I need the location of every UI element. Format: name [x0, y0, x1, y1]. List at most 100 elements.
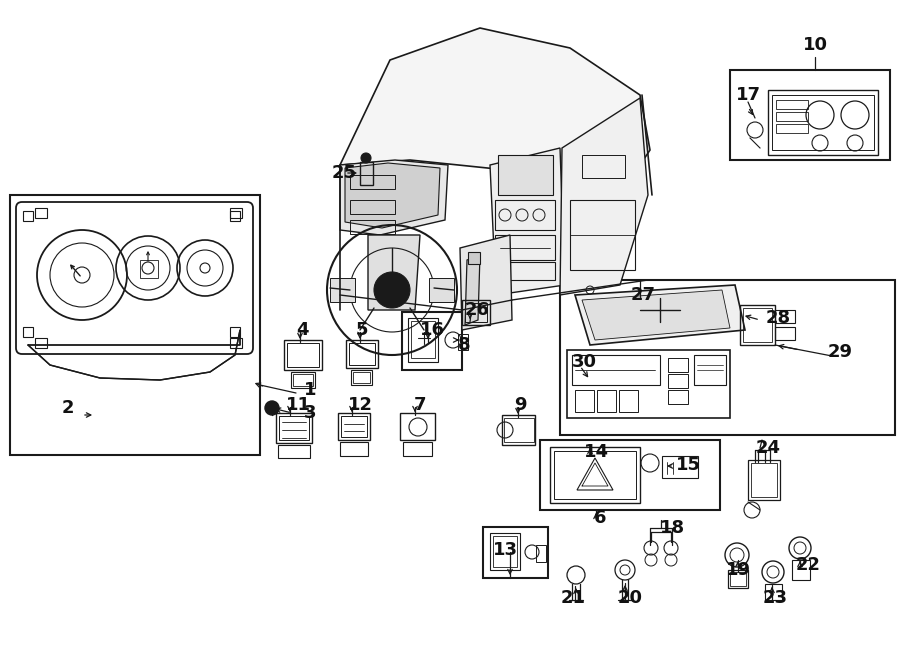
Bar	[350, 200, 395, 214]
Bar	[768, 90, 878, 155]
Polygon shape	[560, 98, 648, 295]
Bar	[350, 220, 395, 234]
Bar	[668, 374, 688, 388]
Bar	[775, 327, 795, 340]
Text: 18: 18	[660, 519, 685, 537]
Text: 9: 9	[514, 396, 526, 414]
Bar	[775, 310, 795, 323]
Polygon shape	[368, 235, 420, 310]
Bar	[408, 318, 438, 362]
Bar	[619, 390, 638, 412]
Bar	[743, 308, 772, 342]
Bar	[458, 334, 468, 350]
Bar	[560, 280, 895, 435]
Bar	[23, 327, 33, 337]
Polygon shape	[345, 163, 440, 228]
Text: 27: 27	[631, 286, 655, 304]
Bar	[230, 211, 240, 221]
Circle shape	[265, 401, 279, 415]
Bar	[570, 200, 635, 270]
Bar	[730, 572, 746, 586]
Bar	[411, 321, 435, 358]
Bar	[495, 262, 555, 280]
Text: 15: 15	[676, 456, 700, 474]
Bar	[330, 278, 355, 302]
Bar	[483, 527, 548, 578]
Polygon shape	[465, 255, 480, 325]
Bar	[751, 463, 777, 497]
Text: 28: 28	[765, 309, 790, 327]
Polygon shape	[340, 28, 650, 195]
Bar	[554, 451, 636, 499]
Bar	[490, 533, 520, 570]
Bar	[582, 155, 625, 178]
Text: 24: 24	[755, 439, 780, 457]
Bar	[493, 536, 517, 567]
Text: 12: 12	[347, 396, 373, 414]
Bar	[403, 442, 432, 456]
Bar	[284, 340, 322, 370]
Text: 20: 20	[617, 589, 643, 607]
Text: 19: 19	[725, 561, 751, 579]
Polygon shape	[490, 148, 565, 295]
Polygon shape	[460, 235, 512, 330]
Circle shape	[361, 153, 371, 163]
Text: 17: 17	[735, 86, 760, 104]
Bar	[230, 208, 242, 218]
Text: 26: 26	[464, 301, 490, 319]
Text: 16: 16	[419, 321, 445, 339]
Bar	[351, 370, 372, 385]
Bar	[776, 124, 808, 133]
Bar	[730, 70, 890, 160]
Bar	[400, 413, 435, 440]
Bar	[668, 358, 688, 372]
Text: 4: 4	[296, 321, 308, 339]
Polygon shape	[340, 160, 448, 235]
Bar	[402, 312, 462, 370]
Bar	[495, 235, 555, 260]
Text: 21: 21	[561, 589, 586, 607]
Bar	[776, 112, 808, 121]
Bar	[35, 208, 47, 218]
Text: 6: 6	[594, 509, 607, 527]
Text: 2: 2	[62, 399, 74, 417]
Text: 10: 10	[803, 36, 827, 54]
Bar	[662, 456, 698, 478]
Polygon shape	[575, 285, 745, 345]
Bar	[550, 447, 640, 503]
Text: 23: 23	[762, 589, 788, 607]
Text: 14: 14	[583, 443, 608, 461]
Bar	[360, 162, 373, 185]
Bar	[502, 415, 535, 445]
Bar	[35, 338, 47, 348]
Bar	[765, 584, 782, 600]
Bar	[504, 418, 534, 442]
Text: 3: 3	[304, 404, 316, 422]
Bar	[341, 416, 367, 437]
Bar	[694, 355, 726, 385]
Text: 22: 22	[796, 556, 821, 574]
Bar	[468, 252, 480, 264]
Bar	[279, 416, 309, 440]
Bar	[140, 260, 158, 278]
Bar	[349, 343, 375, 365]
Bar	[668, 390, 688, 404]
Text: 1: 1	[304, 381, 316, 399]
Bar	[287, 343, 319, 367]
Bar	[338, 413, 370, 440]
Bar	[10, 195, 260, 455]
Bar	[353, 372, 370, 383]
Bar	[293, 374, 313, 386]
Bar	[23, 211, 33, 221]
Text: 11: 11	[285, 396, 310, 414]
Text: 25: 25	[331, 164, 356, 182]
Bar	[540, 440, 720, 510]
Polygon shape	[582, 290, 730, 340]
Circle shape	[374, 272, 410, 308]
Bar	[429, 278, 454, 302]
Bar	[728, 570, 748, 588]
Text: 29: 29	[827, 343, 852, 361]
Bar	[230, 338, 242, 348]
Bar	[536, 545, 546, 562]
Bar	[465, 303, 487, 322]
